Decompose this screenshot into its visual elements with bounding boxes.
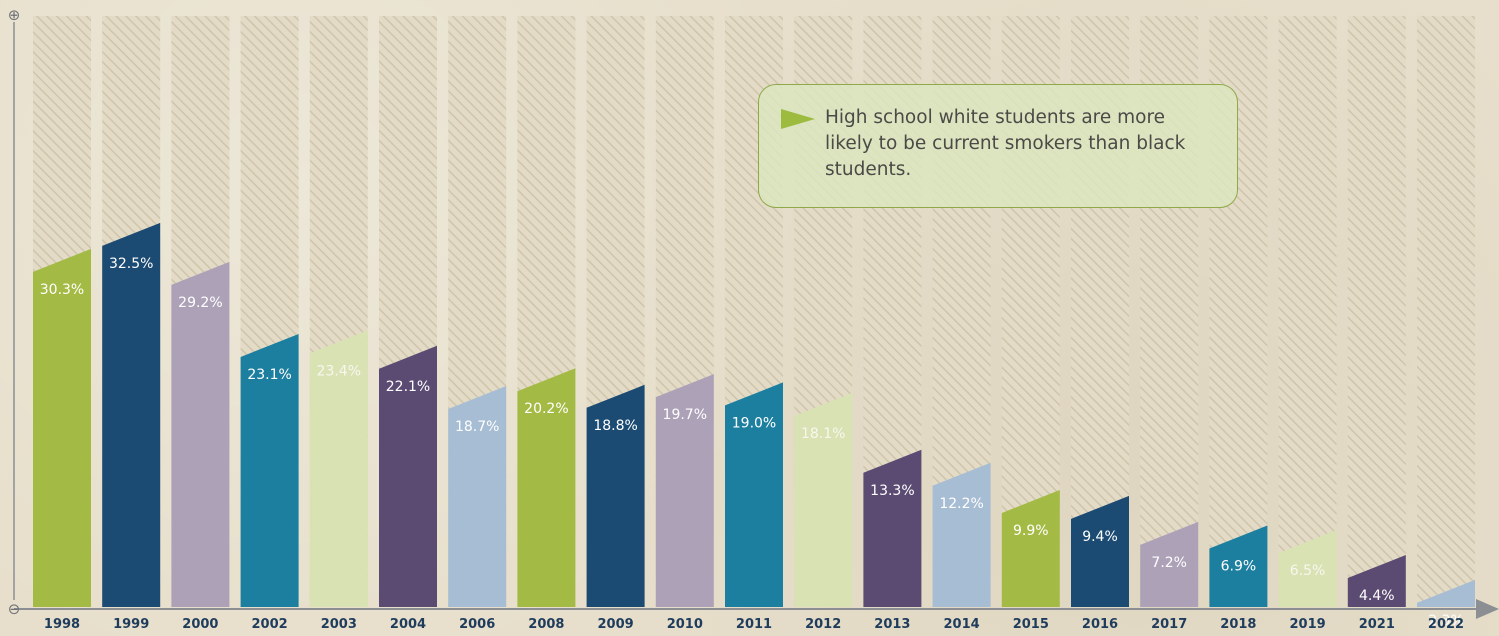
- x-tick-label: 2000: [182, 617, 218, 632]
- bar-value-label: 30.3%: [40, 282, 84, 298]
- bar: [240, 333, 299, 607]
- bar: [1209, 525, 1268, 607]
- bar-value-label: 6.5%: [1290, 563, 1326, 579]
- x-tick-label: 2013: [874, 617, 910, 632]
- x-tick-label: 2003: [321, 617, 357, 632]
- x-tick-label: 2017: [1151, 617, 1187, 632]
- bar-value-label: 13.3%: [870, 483, 914, 499]
- bar-track: [1278, 16, 1337, 607]
- bar: [1278, 530, 1337, 607]
- bar-value-label: 7.2%: [1151, 555, 1187, 571]
- bar-value-label: 4.4%: [1359, 588, 1395, 604]
- bar: [1140, 521, 1199, 607]
- x-tick-label: 2022: [1428, 617, 1464, 632]
- bar: [102, 222, 161, 607]
- bar: [655, 374, 714, 607]
- annotation-callout: High school white students are more like…: [758, 84, 1238, 208]
- x-tick-label: 2010: [667, 617, 703, 632]
- bar: [863, 449, 922, 607]
- bar: [171, 261, 230, 607]
- x-tick-label: 2009: [598, 617, 634, 632]
- bar-value-label: 18.1%: [801, 426, 845, 442]
- bar-value-label: 6.9%: [1221, 558, 1257, 574]
- bar: [33, 248, 91, 607]
- x-tick-label: 1999: [113, 617, 149, 632]
- bar: [309, 330, 368, 607]
- bar-value-label: 32.5%: [109, 256, 153, 272]
- x-tick-label: 2006: [459, 617, 495, 632]
- x-tick-label: 2011: [736, 617, 772, 632]
- bar-value-label: 9.4%: [1082, 529, 1118, 545]
- x-tick-label: 2021: [1359, 617, 1395, 632]
- bar: [1001, 489, 1060, 607]
- y-axis-top-marker-icon: ⊕: [8, 6, 21, 24]
- bar-value-label: 22.1%: [386, 379, 430, 395]
- bar-value-label: 19.0%: [732, 415, 776, 431]
- bar-value-label: 12.2%: [939, 496, 983, 512]
- bar-value-label: 18.7%: [455, 419, 499, 435]
- bar-value-label: 23.4%: [317, 363, 361, 379]
- bar: [932, 462, 991, 607]
- y-axis-bottom-marker-icon: ⊖: [8, 600, 21, 618]
- x-tick-label: 2014: [944, 617, 980, 632]
- bar-value-label: 18.8%: [593, 418, 637, 434]
- x-tick-label: 2019: [1290, 617, 1326, 632]
- bar: [1071, 495, 1129, 607]
- bar: [794, 393, 853, 607]
- x-tick-label: 2008: [528, 617, 564, 632]
- bar: [1347, 554, 1406, 607]
- x-tick-label: 1998: [44, 617, 80, 632]
- bar-track: [1347, 16, 1406, 607]
- bar: [1417, 579, 1475, 607]
- bar: [448, 385, 507, 607]
- bar: [586, 384, 645, 607]
- bar-value-label: 29.2%: [178, 295, 222, 311]
- bar-value-label: 20.2%: [524, 401, 568, 417]
- x-tick-label: 2004: [390, 617, 426, 632]
- bar-track: [1417, 16, 1475, 607]
- bar: [517, 368, 576, 607]
- bar-value-label: 2.3%: [1428, 613, 1464, 629]
- bar: [379, 345, 437, 607]
- x-tick-label: 2018: [1220, 617, 1256, 632]
- x-axis-arrow-icon: [1476, 599, 1499, 619]
- bar-value-label: 23.1%: [247, 367, 291, 383]
- callout-text: High school white students are more like…: [825, 107, 1186, 180]
- x-tick-label: 2012: [805, 617, 841, 632]
- x-tick-label: 2002: [252, 617, 288, 632]
- bar: [725, 382, 783, 607]
- bar-value-label: 9.9%: [1013, 523, 1049, 539]
- bar-value-label: 19.7%: [663, 407, 707, 423]
- x-tick-label: 2015: [1013, 617, 1049, 632]
- callout-arrow-icon: [781, 109, 815, 129]
- x-tick-label: 2016: [1082, 617, 1118, 632]
